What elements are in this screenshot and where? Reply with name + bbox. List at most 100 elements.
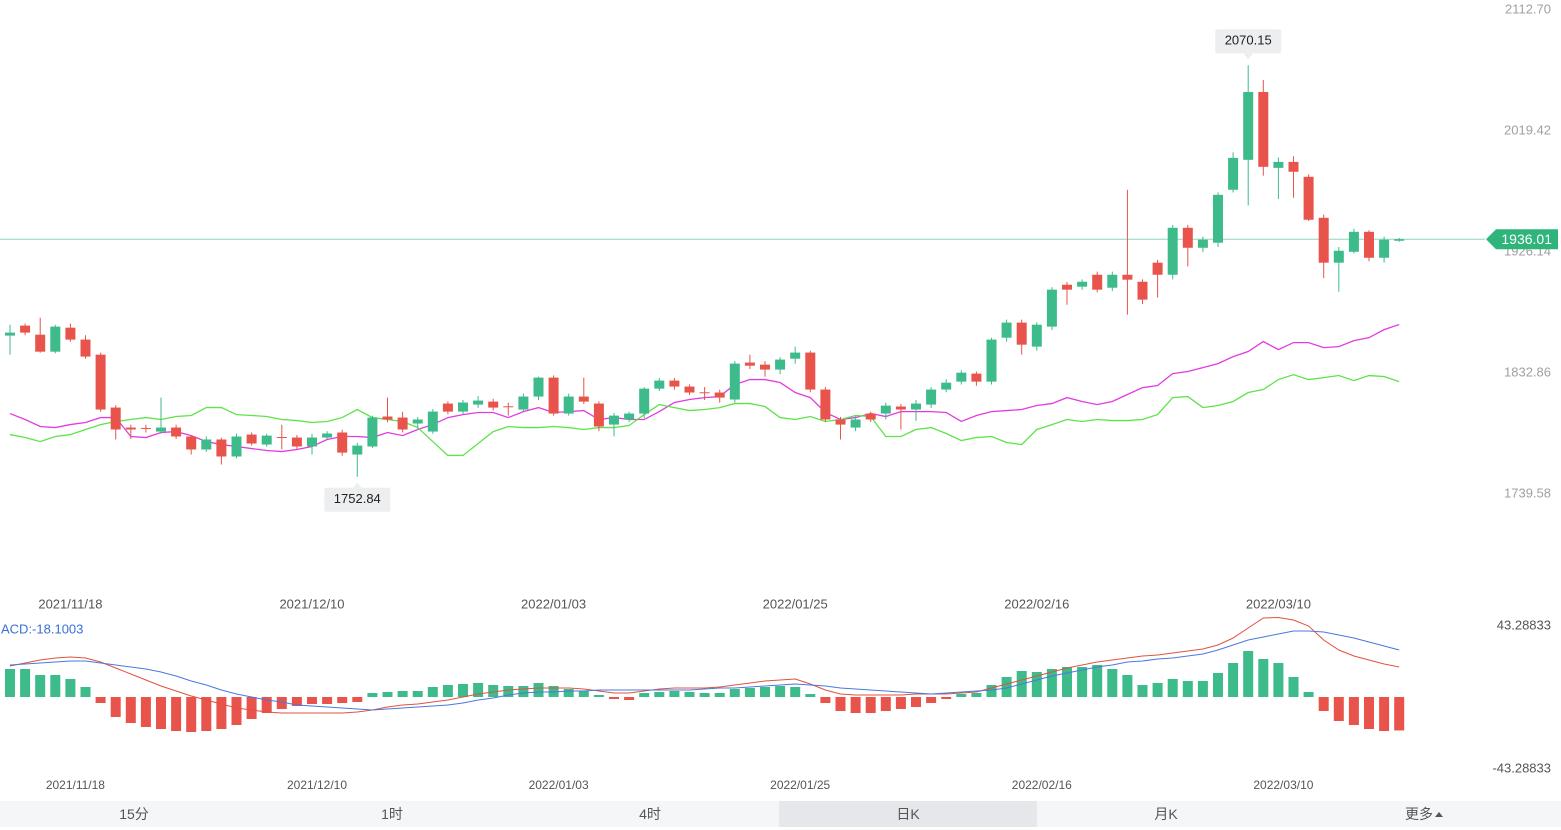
y-tick-label: 2112.70 <box>1505 1 1551 16</box>
histogram-bar <box>1107 669 1118 697</box>
tab-label: 1时 <box>381 806 403 822</box>
candle-body <box>1046 289 1057 327</box>
histogram-bar <box>412 690 423 697</box>
candle-body <box>156 427 166 432</box>
chart: 2112.702019.421926.141832.861739.582021/… <box>0 1 1558 792</box>
x-tick-label: 2022/02/16 <box>1004 596 1069 611</box>
x-tick-label: 2022/03/10 <box>1253 778 1313 792</box>
period-tab[interactable]: 4时 <box>521 801 779 827</box>
histogram-bar <box>5 669 15 697</box>
histogram-bar <box>80 687 91 697</box>
candle-body <box>322 433 333 438</box>
x-tick-label: 2021/12/10 <box>287 778 347 792</box>
histogram-bar <box>1182 680 1193 697</box>
x-tick-label: 2022/01/25 <box>770 778 830 792</box>
candle-body <box>1092 274 1103 290</box>
candle-body <box>442 403 453 412</box>
histogram-bar <box>1167 678 1178 697</box>
candle-body <box>790 352 801 359</box>
histogram-bar <box>95 697 106 704</box>
histogram-bar <box>1288 677 1299 697</box>
histogram-bar <box>820 697 831 704</box>
histogram-bar <box>488 685 499 697</box>
candle-body <box>654 380 665 389</box>
y-tick-label: 1832.86 <box>1504 364 1551 379</box>
period-tab[interactable]: 更多 <box>1295 801 1553 827</box>
histogram-bar <box>186 697 197 733</box>
candle-body <box>1213 194 1223 243</box>
period-tab[interactable]: 15分 <box>5 801 263 827</box>
histogram-bar <box>684 691 695 697</box>
histogram-bar <box>20 669 31 697</box>
candle-body <box>1062 284 1072 290</box>
histogram-bar <box>171 697 182 732</box>
candle-body <box>609 415 619 425</box>
histogram-bar <box>276 697 287 709</box>
indicator-label: ACD:-18.1003 <box>1 621 83 636</box>
x-tick-label: 2022/01/25 <box>763 596 828 611</box>
histogram-bar <box>639 693 650 697</box>
candle-body <box>171 427 182 437</box>
histogram-bar <box>473 682 484 697</box>
candle-body <box>1288 161 1299 172</box>
histogram-bar <box>518 686 529 697</box>
period-tab[interactable]: 1时 <box>263 801 521 827</box>
candle-body <box>1273 161 1284 168</box>
candle-body <box>880 405 891 414</box>
candle-body <box>1016 322 1027 345</box>
x-tick-label: 2021/12/10 <box>279 596 344 611</box>
histogram-bar <box>1213 672 1223 697</box>
histogram-bar <box>1137 685 1148 697</box>
histogram-bar <box>50 675 61 697</box>
candle-body <box>1152 262 1163 275</box>
candle-body <box>1394 239 1405 241</box>
histogram-bar <box>1379 697 1390 732</box>
candle-body <box>5 332 15 336</box>
candle-body <box>1182 227 1193 248</box>
histogram-bar <box>956 694 967 697</box>
histogram-bar <box>231 697 242 725</box>
histogram-bar <box>609 697 619 699</box>
period-tabs: 15分 1时 4时 日K 月K 更多 <box>0 801 1561 827</box>
x-tick-label: 2021/11/18 <box>38 596 102 611</box>
candle-body <box>246 434 257 444</box>
candle-body <box>1318 217 1329 263</box>
candle-body <box>1379 239 1390 258</box>
histogram-bar <box>1243 651 1254 697</box>
min-pointer <box>352 482 363 489</box>
histogram-bar <box>1001 677 1012 697</box>
price-tag-label: 1936.01 <box>1501 231 1552 247</box>
candle-body <box>986 339 997 382</box>
candle-body <box>352 445 363 455</box>
candle-body <box>548 377 559 414</box>
histogram-bar <box>352 697 363 703</box>
candle-body <box>1137 281 1148 300</box>
period-tab[interactable]: 月K <box>1037 801 1295 827</box>
candle-body <box>140 427 151 429</box>
candle-body <box>669 380 680 387</box>
histogram-bar <box>578 690 589 697</box>
histogram-bar <box>1092 664 1103 697</box>
candle-body <box>956 372 967 382</box>
candle-body <box>1364 231 1374 258</box>
histogram-bar <box>291 697 302 707</box>
candle-body <box>1303 176 1314 220</box>
candle-body <box>65 327 76 340</box>
tab-label: 4时 <box>639 806 661 822</box>
indicator-line <box>9 630 1400 711</box>
histogram-bar <box>880 697 891 712</box>
candle-body <box>1258 91 1269 167</box>
period-tab[interactable]: 日K <box>779 801 1037 827</box>
histogram-bar <box>125 697 136 724</box>
candle-body <box>1107 274 1118 288</box>
histogram-bar <box>1394 697 1405 731</box>
histogram-bar <box>895 697 906 709</box>
histogram-bar <box>261 697 272 714</box>
histogram-bar <box>790 687 801 697</box>
histogram-bar <box>1062 667 1072 697</box>
candle-body <box>261 435 272 445</box>
y-tick-label: 1739.58 <box>1504 485 1551 500</box>
tab-label: 更多 <box>1405 806 1433 822</box>
candle-body <box>125 427 136 430</box>
histogram-bar <box>986 685 997 697</box>
